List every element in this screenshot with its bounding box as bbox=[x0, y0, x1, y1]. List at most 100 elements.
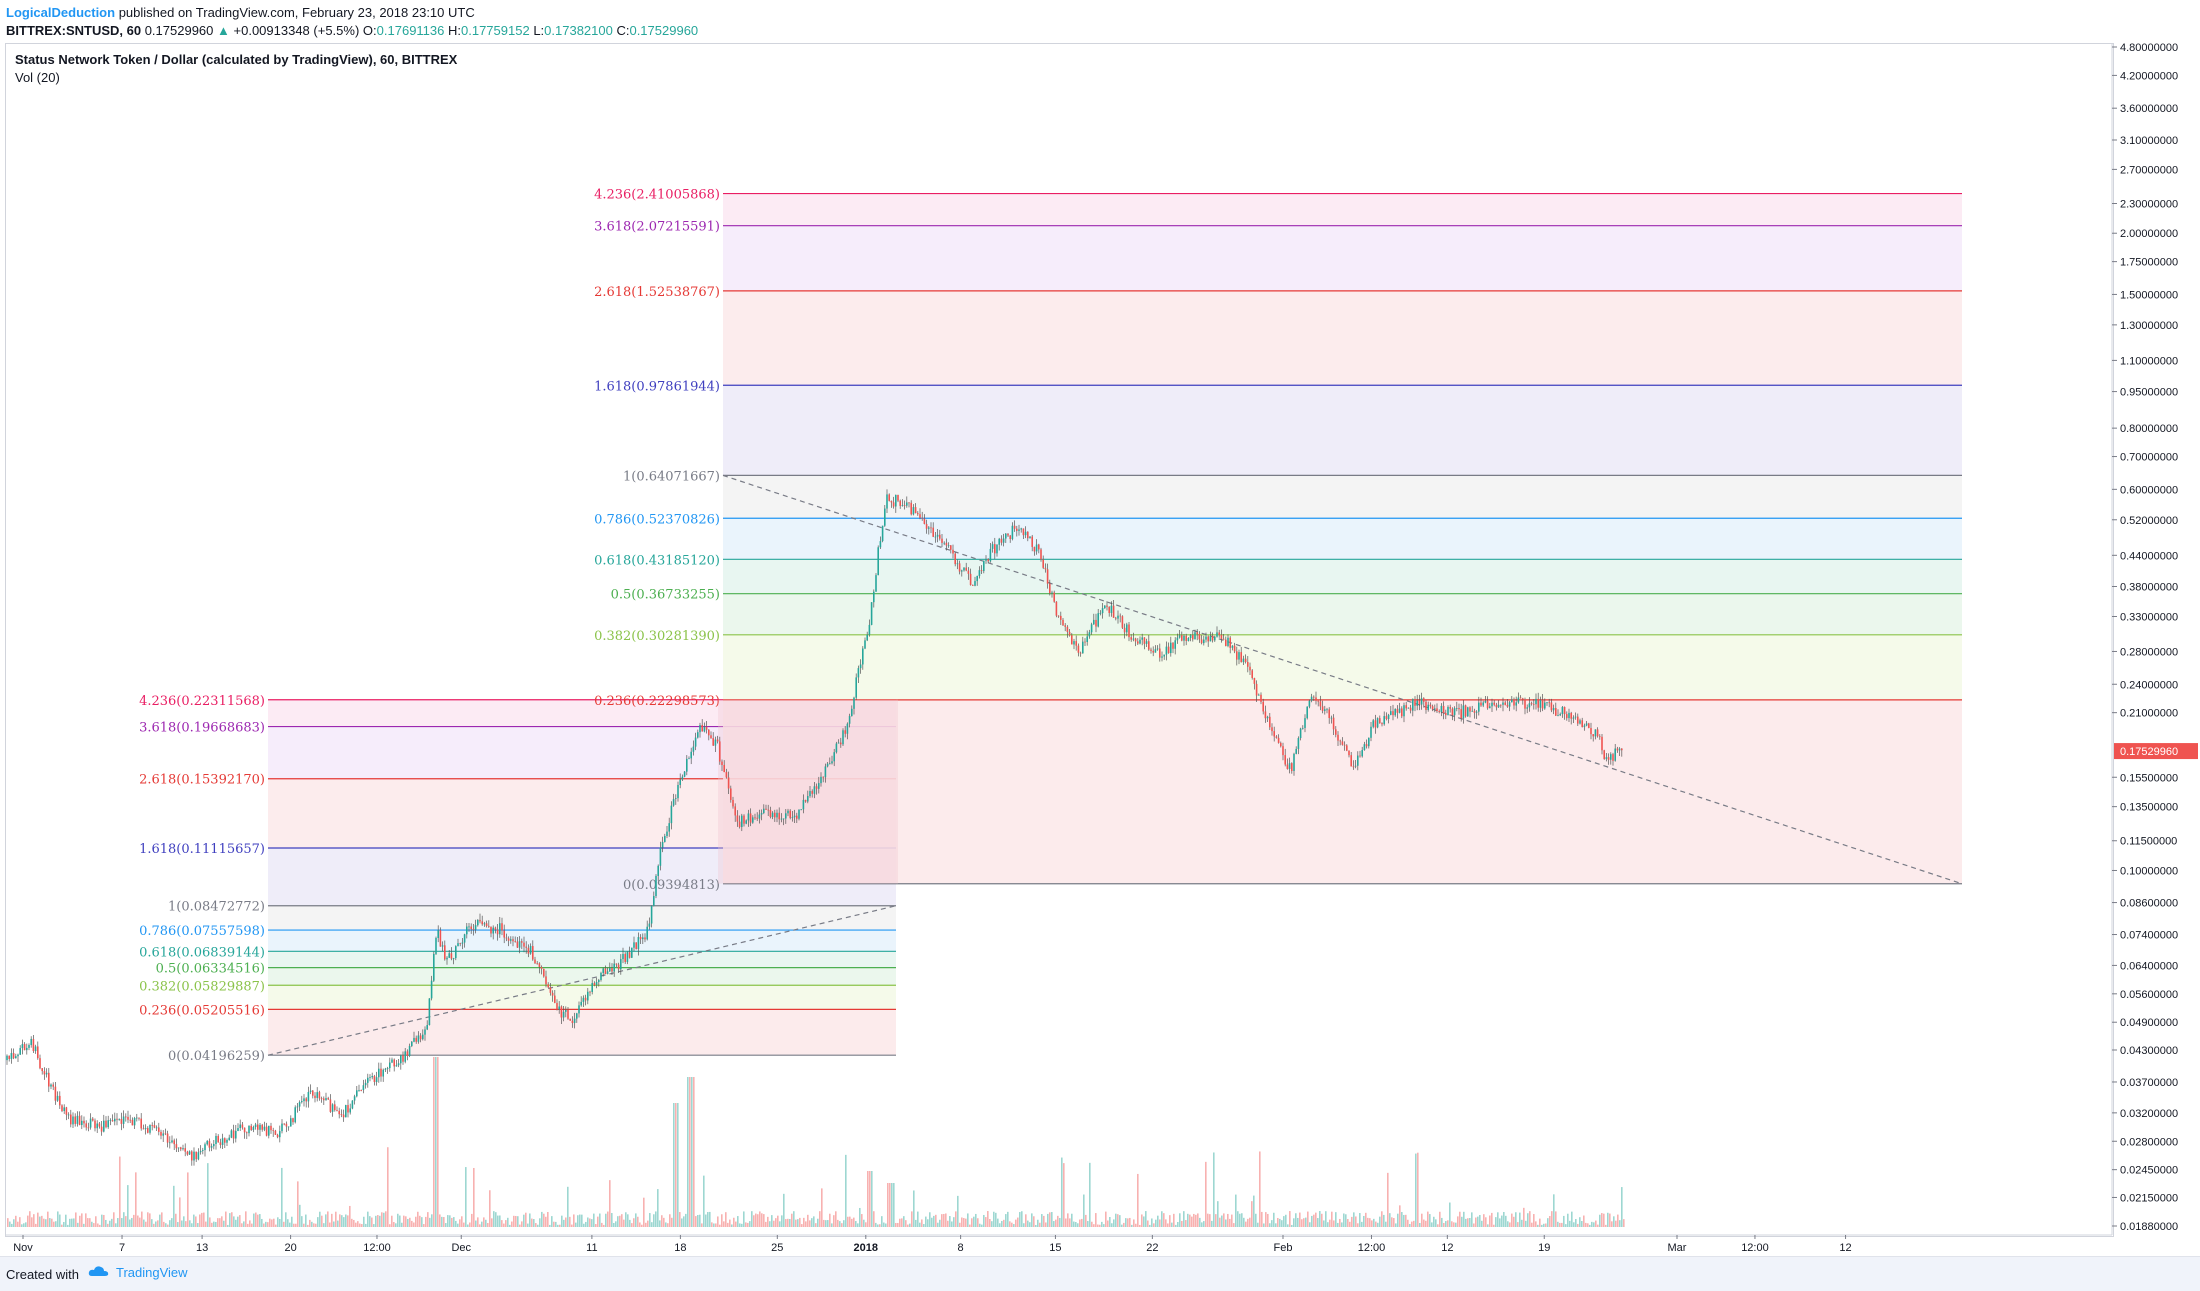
volume-bar bbox=[1607, 1212, 1609, 1227]
candle-body bbox=[998, 538, 1000, 545]
candle-body bbox=[358, 1089, 360, 1091]
volume-bar bbox=[1291, 1224, 1293, 1227]
volume-bar bbox=[1491, 1212, 1493, 1227]
volume-bar bbox=[1569, 1220, 1571, 1227]
volume-bar bbox=[335, 1211, 337, 1227]
volume-bar bbox=[605, 1213, 607, 1227]
candle-body bbox=[571, 1020, 574, 1024]
volume-bar bbox=[781, 1215, 783, 1227]
candle-body bbox=[1273, 731, 1275, 737]
volume-bar bbox=[1461, 1216, 1463, 1227]
volume-bar bbox=[417, 1211, 419, 1227]
volume-bar bbox=[1561, 1222, 1563, 1227]
candle-body bbox=[1381, 723, 1383, 725]
price-tick-label: 0.04900000 bbox=[2120, 1017, 2178, 1029]
candle-body bbox=[1548, 702, 1550, 704]
fib-zone bbox=[723, 559, 1962, 594]
candle-body bbox=[305, 1098, 307, 1102]
candle-body bbox=[1359, 755, 1361, 757]
volume-bar bbox=[61, 1224, 63, 1227]
volume-bar bbox=[1091, 1221, 1093, 1227]
candle-body bbox=[1062, 619, 1064, 626]
volume-bar bbox=[373, 1224, 375, 1227]
volume-bar bbox=[793, 1211, 795, 1227]
candle-body bbox=[224, 1138, 226, 1143]
candle-body bbox=[1154, 649, 1157, 653]
publisher-link[interactable]: LogicalDeduction bbox=[6, 5, 116, 20]
volume-bar bbox=[229, 1213, 231, 1227]
volume-bar bbox=[1129, 1217, 1131, 1227]
fib-zone bbox=[723, 699, 1962, 884]
candle-body bbox=[1502, 702, 1504, 705]
fib-trend-line bbox=[722, 474, 1963, 885]
volume-bar bbox=[439, 1214, 441, 1227]
volume-bar bbox=[531, 1218, 533, 1227]
volume-bar bbox=[425, 1216, 427, 1227]
volume-bar bbox=[811, 1218, 813, 1227]
volume-bar bbox=[1223, 1213, 1225, 1227]
candle-body bbox=[807, 796, 809, 802]
price-tick-label: 0.05600000 bbox=[2120, 989, 2178, 1001]
fib-zone bbox=[268, 967, 896, 986]
volume-bar bbox=[419, 1215, 421, 1227]
candle-body bbox=[802, 799, 805, 810]
volume-bar bbox=[1443, 1222, 1445, 1227]
volume-bar bbox=[1507, 1221, 1509, 1227]
volume-bar bbox=[491, 1218, 493, 1227]
price-tick-label: 0.44000000 bbox=[2120, 550, 2178, 562]
volume-bar bbox=[911, 1211, 913, 1227]
candle-body bbox=[12, 1053, 15, 1059]
candle-body bbox=[815, 786, 818, 789]
volume-bar bbox=[1535, 1221, 1537, 1227]
candle-body bbox=[677, 784, 679, 799]
volume-bar bbox=[1311, 1215, 1313, 1227]
candle-body bbox=[1570, 712, 1572, 719]
volume-bar bbox=[323, 1223, 325, 1227]
volume-bar bbox=[1197, 1213, 1199, 1227]
candle-body bbox=[668, 823, 670, 832]
volume-bar bbox=[1529, 1211, 1531, 1227]
volume-bar bbox=[207, 1163, 209, 1227]
volume-bar bbox=[299, 1204, 301, 1227]
candle-body bbox=[604, 968, 607, 974]
time-tick-label: 12 bbox=[1839, 1242, 1851, 1254]
volume-bar bbox=[455, 1220, 457, 1227]
candle-body bbox=[521, 941, 523, 943]
volume-bar bbox=[157, 1220, 159, 1227]
candle-body bbox=[1055, 601, 1058, 616]
volume-bar bbox=[101, 1214, 103, 1227]
volume-bar bbox=[919, 1222, 921, 1227]
volume-bar bbox=[855, 1221, 857, 1227]
volume-bar bbox=[1171, 1222, 1173, 1227]
candle-body bbox=[800, 809, 802, 811]
candle-body bbox=[296, 1106, 299, 1108]
volume-bar bbox=[543, 1213, 545, 1227]
volume-bar bbox=[1159, 1219, 1161, 1227]
volume-bar bbox=[1341, 1222, 1343, 1227]
volume-bar bbox=[641, 1224, 643, 1227]
candle-body bbox=[523, 942, 525, 947]
volume-bar bbox=[659, 1220, 661, 1227]
volume-bar bbox=[259, 1214, 261, 1227]
volume-bar bbox=[1135, 1223, 1137, 1227]
candle-body bbox=[1187, 638, 1190, 642]
candle-body bbox=[1537, 698, 1539, 708]
volume-bar bbox=[477, 1217, 479, 1227]
price-chart-svg[interactable]: 0(0.04196259)0.236(0.05205516)0.382(0.05… bbox=[0, 0, 2200, 1256]
candle-body bbox=[514, 941, 516, 943]
volume-bar bbox=[797, 1219, 799, 1227]
fib-zone bbox=[268, 985, 896, 1010]
candle-body bbox=[191, 1151, 193, 1161]
volume-bar bbox=[1623, 1219, 1625, 1227]
volume-bar bbox=[941, 1214, 943, 1227]
candle-body bbox=[1209, 635, 1212, 642]
candle-body bbox=[1559, 714, 1561, 716]
volume-bar bbox=[459, 1219, 461, 1227]
candle-body bbox=[1315, 697, 1317, 701]
volume-bar bbox=[1157, 1215, 1159, 1227]
tradingview-brand-link[interactable]: TradingView bbox=[88, 1265, 188, 1280]
candle-body bbox=[908, 502, 910, 504]
volume-bar bbox=[1187, 1213, 1189, 1227]
candle-body bbox=[120, 1118, 123, 1124]
candle-body bbox=[1383, 716, 1385, 725]
